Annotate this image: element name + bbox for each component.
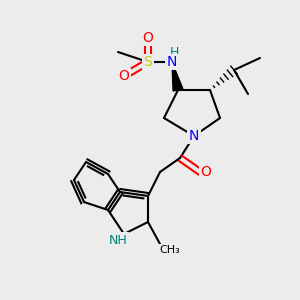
- Text: NH: NH: [109, 233, 128, 247]
- Text: CH₃: CH₃: [160, 245, 180, 255]
- Text: O: O: [201, 165, 212, 179]
- Text: H: H: [169, 46, 179, 59]
- Text: S: S: [144, 55, 152, 69]
- Text: N: N: [167, 55, 177, 69]
- Polygon shape: [172, 62, 183, 91]
- Text: O: O: [118, 69, 129, 83]
- Text: O: O: [142, 31, 153, 45]
- Text: N: N: [189, 129, 199, 143]
